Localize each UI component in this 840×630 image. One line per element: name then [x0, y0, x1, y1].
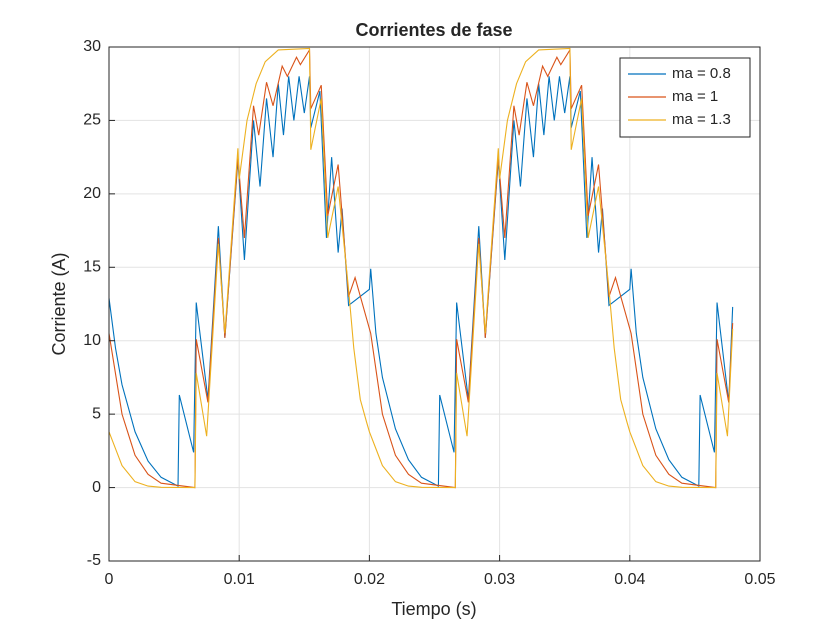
y-tick-label: -5 — [87, 552, 101, 569]
y-tick-label: 5 — [92, 405, 101, 422]
plot-area — [109, 47, 734, 489]
x-tick-label: 0.03 — [484, 571, 515, 588]
y-tick-label: 20 — [83, 185, 101, 202]
y-axis-label: Corriente (A) — [49, 252, 69, 355]
axes-box — [108, 46, 761, 562]
y-tick-label: 30 — [83, 38, 101, 55]
chart-title: Corrientes de fase — [355, 20, 512, 40]
y-tick-label: 25 — [83, 112, 101, 129]
legend-label: ma = 1.3 — [672, 111, 731, 128]
y-tick-label: 15 — [83, 259, 101, 276]
x-tick-label: 0.01 — [224, 571, 255, 588]
x-tick-label: 0.02 — [354, 571, 385, 588]
y-tick-label: 10 — [83, 332, 101, 349]
x-tick-label: 0.04 — [614, 571, 645, 588]
legend: ma = 0.8 ma = 1 ma = 1.3 — [619, 57, 751, 138]
y-tick-label: 0 — [92, 479, 101, 496]
legend-label: ma = 1 — [672, 88, 718, 105]
legend-label: ma = 0.8 — [672, 65, 731, 82]
x-tick-label: 0.05 — [744, 571, 775, 588]
x-tick-label: 0 — [105, 571, 114, 588]
data-line — [109, 47, 734, 489]
x-axis-label: Tiempo (s) — [391, 599, 476, 619]
